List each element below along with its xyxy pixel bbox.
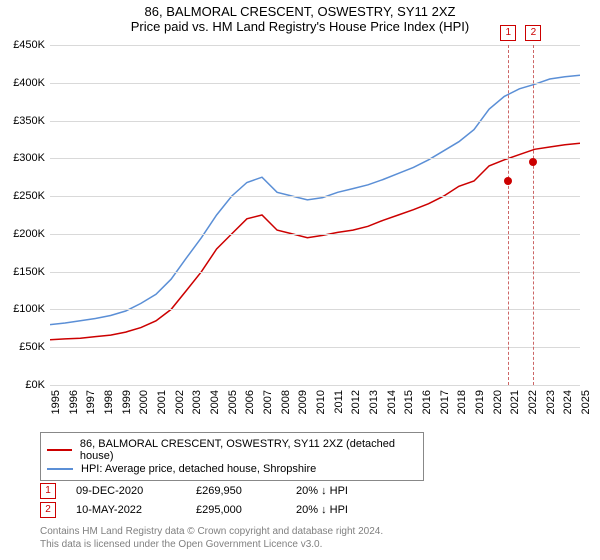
y-axis-label: £100K <box>0 303 45 315</box>
x-axis-label: 2017 <box>439 390 451 430</box>
y-axis-label: £450K <box>0 39 45 51</box>
gridline-h <box>50 309 580 310</box>
y-axis-label: £250K <box>0 190 45 202</box>
y-axis-label: £50K <box>0 341 45 353</box>
sale-price-2: £295,000 <box>196 504 276 516</box>
y-axis-label: £400K <box>0 77 45 89</box>
legend-swatch-hpi <box>47 468 73 470</box>
sale-diff-2: 20% ↓ HPI <box>296 504 386 516</box>
legend-item-hpi: HPI: Average price, detached house, Shro… <box>47 463 417 475</box>
x-axis-label: 2023 <box>545 390 557 430</box>
gridline-h <box>50 121 580 122</box>
sale-date-2: 10-MAY-2022 <box>76 504 176 516</box>
x-axis-label: 2003 <box>191 390 203 430</box>
x-axis-label: 2024 <box>562 390 574 430</box>
gridline-h <box>50 385 580 386</box>
x-axis-label: 2020 <box>492 390 504 430</box>
x-axis-label: 2007 <box>262 390 274 430</box>
gridline-h <box>50 347 580 348</box>
chart-svg <box>50 45 580 385</box>
legend-swatch-property <box>47 449 72 451</box>
gridline-h <box>50 83 580 84</box>
x-axis-label: 2025 <box>580 390 592 430</box>
marker-line-2 <box>533 45 534 385</box>
x-axis-label: 1997 <box>85 390 97 430</box>
x-axis-label: 2001 <box>156 390 168 430</box>
y-axis-label: £150K <box>0 266 45 278</box>
sale-marker-2: 2 <box>40 502 56 518</box>
legend-label-property: 86, BALMORAL CRESCENT, OSWESTRY, SY11 2X… <box>80 438 417 462</box>
gridline-h <box>50 45 580 46</box>
x-axis-label: 2005 <box>227 390 239 430</box>
x-axis-label: 2015 <box>403 390 415 430</box>
x-axis-label: 1998 <box>103 390 115 430</box>
footer-line1: Contains HM Land Registry data © Crown c… <box>40 525 383 538</box>
y-axis-label: £200K <box>0 228 45 240</box>
x-axis-label: 1995 <box>50 390 62 430</box>
sale-dot-2 <box>529 158 537 166</box>
legend: 86, BALMORAL CRESCENT, OSWESTRY, SY11 2X… <box>40 432 424 481</box>
sale-date-1: 09-DEC-2020 <box>76 485 176 497</box>
sale-row-2: 2 10-MAY-2022 £295,000 20% ↓ HPI <box>40 502 386 518</box>
y-axis-label: £350K <box>0 115 45 127</box>
gridline-h <box>50 234 580 235</box>
x-axis-label: 2021 <box>509 390 521 430</box>
x-axis-label: 2014 <box>386 390 398 430</box>
x-axis-label: 2012 <box>350 390 362 430</box>
legend-item-property: 86, BALMORAL CRESCENT, OSWESTRY, SY11 2X… <box>47 438 417 462</box>
gridline-h <box>50 196 580 197</box>
plot-area: £0K£50K£100K£150K£200K£250K£300K£350K£40… <box>50 45 580 385</box>
x-axis-label: 2004 <box>209 390 221 430</box>
x-axis-label: 2000 <box>138 390 150 430</box>
sale-diff-1: 20% ↓ HPI <box>296 485 386 497</box>
marker-box-2: 2 <box>525 25 541 41</box>
y-axis-label: £0K <box>0 379 45 391</box>
x-axis-label: 2013 <box>368 390 380 430</box>
sales-table: 1 09-DEC-2020 £269,950 20% ↓ HPI 2 10-MA… <box>40 480 386 521</box>
x-axis-label: 2016 <box>421 390 433 430</box>
series-hpi <box>50 75 580 324</box>
chart-title-address: 86, BALMORAL CRESCENT, OSWESTRY, SY11 2X… <box>0 0 600 19</box>
x-axis-label: 2006 <box>244 390 256 430</box>
sale-dot-1 <box>504 177 512 185</box>
x-axis-label: 2011 <box>333 390 345 430</box>
x-axis-label: 2008 <box>280 390 292 430</box>
footer-line2: This data is licensed under the Open Gov… <box>40 538 383 551</box>
sale-row-1: 1 09-DEC-2020 £269,950 20% ↓ HPI <box>40 483 386 499</box>
marker-box-1: 1 <box>500 25 516 41</box>
legend-label-hpi: HPI: Average price, detached house, Shro… <box>81 463 316 475</box>
marker-line-1 <box>508 45 509 385</box>
y-axis-label: £300K <box>0 152 45 164</box>
gridline-h <box>50 158 580 159</box>
x-axis-label: 2002 <box>174 390 186 430</box>
x-axis-label: 1999 <box>121 390 133 430</box>
sale-price-1: £269,950 <box>196 485 276 497</box>
x-axis-label: 2010 <box>315 390 327 430</box>
x-axis-label: 2009 <box>297 390 309 430</box>
x-axis-label: 2022 <box>527 390 539 430</box>
x-axis-label: 2019 <box>474 390 486 430</box>
sale-marker-1: 1 <box>40 483 56 499</box>
x-axis-label: 2018 <box>456 390 468 430</box>
footer: Contains HM Land Registry data © Crown c… <box>40 525 383 551</box>
x-axis-label: 1996 <box>68 390 80 430</box>
gridline-h <box>50 272 580 273</box>
